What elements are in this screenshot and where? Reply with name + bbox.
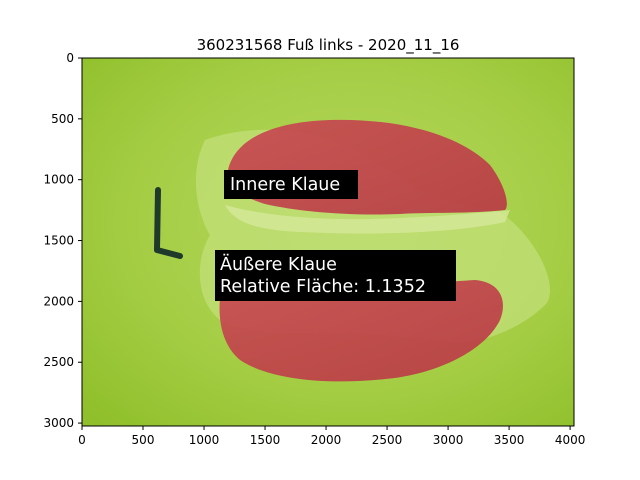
annotation-text-line-1: Äußere Klaue (220, 254, 337, 275)
chart-title: 360231568 Fuß links - 2020_11_16 (197, 36, 460, 55)
y-tick-label: 0 (66, 51, 74, 65)
annotation-text: Innere Klaue (230, 175, 340, 195)
y-tick-label: 1500 (43, 234, 74, 248)
x-tick-label: 3500 (494, 433, 525, 447)
x-tick-label: 2000 (311, 433, 342, 447)
annotation-text-line-2: Relative Fläche: 1.1352 (220, 277, 426, 297)
y-tick-label: 2000 (43, 294, 74, 308)
x-axis: 0 500 1000 1500 2000 2500 3000 3500 4000 (78, 426, 585, 447)
annotation-inner: Innere Klaue (224, 170, 358, 199)
x-tick-label: 0 (78, 433, 86, 447)
y-tick-label: 2500 (43, 355, 74, 369)
annotation-box (224, 170, 358, 199)
x-tick-label: 500 (132, 433, 155, 447)
x-tick-label: 4000 (555, 433, 586, 447)
axes-frame (81, 57, 575, 427)
y-tick-label: 3000 (43, 416, 74, 430)
y-tick-label: 500 (51, 112, 74, 126)
x-tick-label: 2500 (372, 433, 403, 447)
y-axis: 0 500 1000 1500 2000 2500 3000 (43, 51, 82, 430)
image-area (82, 58, 574, 426)
x-tick-label: 3000 (433, 433, 464, 447)
annotation-outer: Äußere Klaue Relative Fläche: 1.1352 (215, 250, 456, 301)
x-tick-label: 1000 (189, 433, 220, 447)
y-tick-label: 1000 (43, 173, 74, 187)
outer-claw-overlay (219, 280, 503, 382)
annotation-box (215, 250, 456, 301)
marker-letter-l (154, 187, 183, 259)
sole-gap (225, 205, 510, 234)
x-tick-label: 1500 (250, 433, 281, 447)
